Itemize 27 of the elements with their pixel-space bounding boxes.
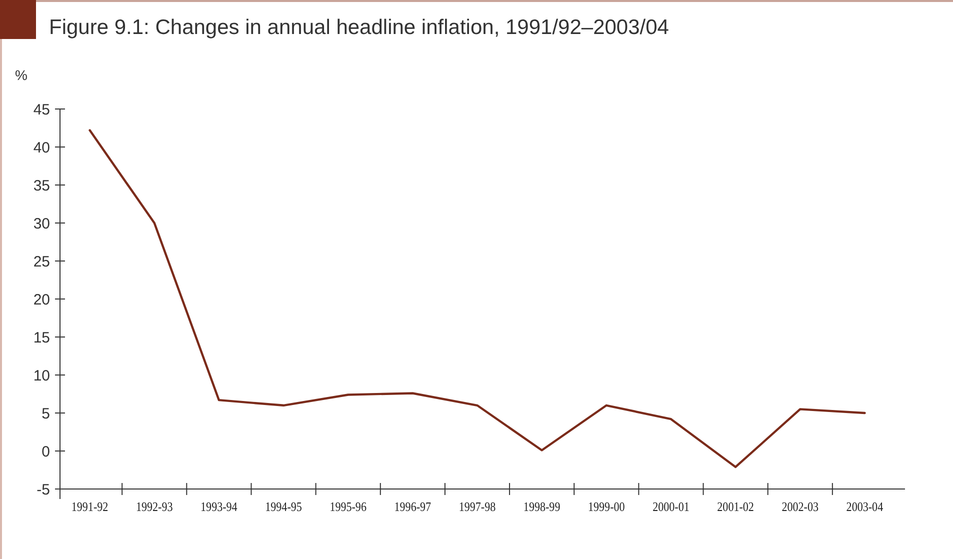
x-tick-label: 1999-00: [588, 499, 625, 514]
y-tick-label: 10: [33, 367, 50, 384]
x-tick-label: 1992-93: [136, 499, 173, 514]
y-tick-label: -5: [36, 481, 50, 498]
y-tick-label: 45: [33, 101, 50, 118]
y-tick-label: 15: [33, 329, 50, 346]
x-tick-label: 2003-04: [846, 499, 884, 514]
y-tick-label: 40: [33, 139, 50, 156]
y-axis-title: %: [15, 67, 28, 83]
line-series: [88, 129, 866, 468]
x-tick-label: 1993-94: [200, 499, 238, 514]
x-tick-label: 1998-99: [523, 499, 560, 514]
y-tick-label: 35: [33, 177, 50, 194]
x-tick-label: 2001-02: [717, 499, 754, 514]
x-tick-label: 1997-98: [458, 499, 496, 514]
x-tick-label: 2000-01: [652, 499, 690, 514]
y-tick-label: 20: [33, 291, 50, 308]
y-tick-label: 0: [42, 443, 50, 460]
x-tick-label: 1994-95: [265, 499, 302, 514]
chart-title: Figure 9.1: Changes in annual headline inflation, 1991/92–2003/04: [49, 16, 670, 39]
y-tick-label: 30: [33, 215, 50, 232]
y-tick-label: 5: [42, 405, 50, 422]
x-tick-label: 1991-92: [71, 499, 108, 514]
x-tick-label: 1995-96: [330, 499, 366, 514]
y-tick-label: 25: [33, 253, 50, 270]
x-tick-label: 2002-03: [782, 499, 819, 514]
x-tick-label: 1996-97: [394, 499, 432, 514]
